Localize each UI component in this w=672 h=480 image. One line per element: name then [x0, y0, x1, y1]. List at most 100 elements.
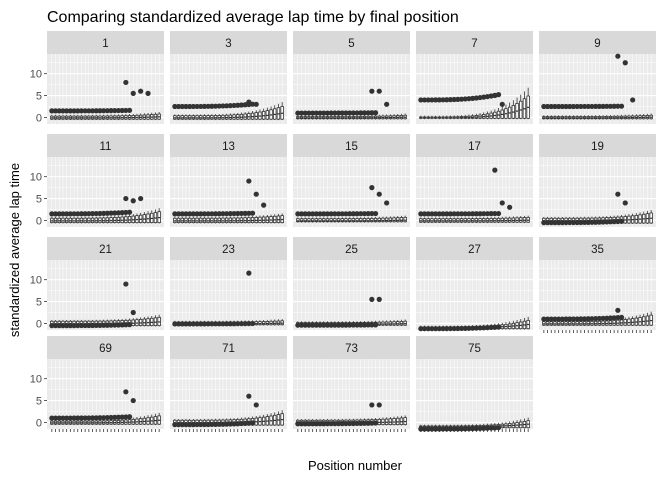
- outlier-point: [220, 211, 226, 217]
- outlier-point: [49, 211, 55, 217]
- outlier-point: [130, 198, 136, 204]
- outlier-point: [567, 219, 573, 226]
- outlier-point: [343, 110, 349, 116]
- outlier-point: [328, 421, 334, 427]
- outlier-point: [358, 420, 364, 426]
- outlier-point: [235, 210, 241, 217]
- outlier-point: [596, 219, 602, 225]
- box: [384, 217, 389, 223]
- outlier-point: [317, 110, 323, 116]
- outlier-point: [212, 421, 219, 427]
- outlier-point: [578, 103, 584, 110]
- outlier-point: [495, 210, 502, 217]
- facet-strip: [47, 31, 164, 54]
- outlier-point: [484, 211, 491, 217]
- facet-strip: [293, 31, 410, 54]
- outlier-point: [183, 321, 189, 327]
- outlier-point: [376, 296, 382, 302]
- outlier-point: [220, 421, 226, 427]
- outlier-point: [302, 322, 308, 328]
- box: [307, 218, 311, 223]
- box: [333, 218, 337, 223]
- outlier-point: [56, 323, 62, 329]
- outlier-point: [444, 97, 450, 103]
- outlier-point: [71, 323, 77, 329]
- outlier-point: [332, 211, 338, 217]
- outlier-point: [231, 321, 237, 327]
- outlier-point: [369, 420, 375, 426]
- facet-panel-background: [47, 54, 164, 124]
- outlier-point: [484, 425, 491, 431]
- outlier-point: [205, 321, 211, 327]
- outlier-point: [82, 322, 88, 329]
- outlier-point: [477, 425, 483, 432]
- outlier-point: [384, 200, 390, 206]
- outlier-point: [183, 103, 189, 110]
- outlier-point: [119, 322, 125, 328]
- outlier-point: [611, 315, 617, 321]
- outlier-point: [115, 210, 122, 216]
- outlier-point: [615, 103, 621, 109]
- outlier-point: [492, 324, 498, 330]
- outlier-point: [71, 108, 77, 114]
- outlier-point: [49, 108, 55, 114]
- outlier-point: [433, 426, 439, 432]
- outlier-point: [295, 110, 301, 116]
- outlier-point: [328, 110, 334, 116]
- outlier-point: [350, 211, 356, 217]
- outlier-point: [466, 426, 472, 432]
- outlier-point: [447, 211, 454, 217]
- y-tick-label: 5: [36, 396, 42, 408]
- box: [396, 217, 400, 223]
- outlier-point: [585, 219, 591, 225]
- outlier-point: [458, 426, 465, 432]
- outlier-point: [209, 211, 215, 217]
- outlier-point: [354, 110, 360, 116]
- outlier-point: [462, 211, 468, 217]
- facet-strip-label: 15: [345, 141, 358, 153]
- outlier-point: [488, 425, 494, 431]
- outlier-point: [462, 96, 468, 102]
- outlier-point: [126, 209, 133, 215]
- outlier-point: [108, 210, 114, 216]
- outlier-point: [604, 219, 610, 225]
- outlier-point: [589, 103, 595, 110]
- facet-strip: [416, 336, 533, 359]
- outlier-point: [335, 211, 342, 217]
- outlier-point: [93, 108, 99, 114]
- outlier-point: [376, 88, 382, 94]
- y-tick-label: 0: [36, 417, 42, 429]
- outlier-point: [119, 414, 125, 420]
- outlier-point: [231, 102, 237, 109]
- outlier-point: [507, 204, 513, 210]
- outlier-point: [585, 103, 591, 110]
- outlier-point: [187, 422, 193, 428]
- facet-strip-label: 23: [222, 244, 235, 256]
- outlier-point: [596, 103, 602, 109]
- outlier-point: [354, 420, 360, 427]
- outlier-point: [224, 321, 230, 327]
- outlier-point: [179, 422, 185, 428]
- y-tick-label: 10: [30, 69, 42, 81]
- outlier-point: [548, 220, 554, 226]
- outlier-point: [418, 326, 424, 332]
- outlier-point: [372, 420, 379, 426]
- outlier-point: [313, 322, 319, 328]
- outlier-point: [235, 321, 241, 327]
- outlier-point: [488, 324, 494, 331]
- outlier-point: [209, 321, 215, 327]
- outlier-point: [212, 211, 219, 217]
- outlier-point: [458, 96, 465, 102]
- outlier-point: [86, 415, 92, 421]
- outlier-point: [52, 211, 59, 217]
- outlier-point: [492, 167, 498, 173]
- outlier-point: [194, 321, 200, 327]
- outlier-point: [238, 210, 245, 217]
- outlier-point: [86, 108, 92, 114]
- outlier-point: [310, 421, 316, 427]
- outlier-point: [593, 219, 599, 225]
- outlier-point: [209, 421, 215, 428]
- outlier-point: [123, 209, 129, 216]
- outlier-point: [552, 316, 558, 322]
- outlier-point: [433, 211, 439, 217]
